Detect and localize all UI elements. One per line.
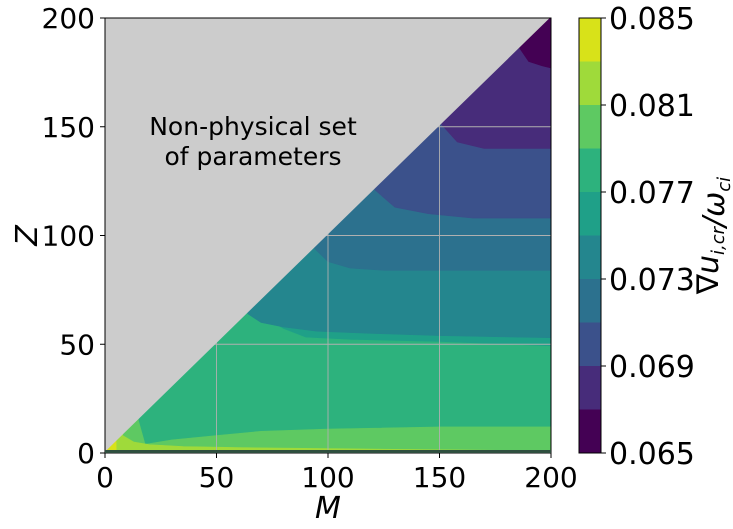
- colorbar-band-0: [579, 409, 601, 453]
- colorbar-band-6: [579, 148, 601, 192]
- colorbar-title-text: ∇ui,cr/ωci: [691, 177, 733, 295]
- x-tick-label-0: 0: [96, 461, 114, 494]
- colorbar-band-5: [579, 192, 601, 236]
- colorbar-tick-label-0.065: 0.065: [609, 437, 695, 472]
- y-tick-label-100: 100: [42, 220, 95, 253]
- colorbar-band-1: [579, 366, 601, 410]
- y-axis: 0 50 100 150 200: [42, 2, 105, 470]
- colorbar-band-9: [579, 18, 601, 62]
- y-tick-label-50: 50: [59, 328, 95, 361]
- x-tick-label-100: 100: [301, 461, 354, 494]
- colorbar-title: ∇ui,cr/ωci: [691, 177, 733, 295]
- y-tick-label-200: 200: [42, 2, 95, 35]
- x-axis: 0 50 100 150 200: [96, 453, 578, 494]
- annotation-background: [138, 108, 368, 180]
- colorbar-tick-label-0.077: 0.077: [609, 176, 695, 211]
- colorbar-tick-label-0.085: 0.085: [609, 2, 695, 37]
- x-tick-label-50: 50: [199, 461, 235, 494]
- x-tick-label-200: 200: [524, 461, 577, 494]
- y-axis-title: Z: [10, 224, 45, 247]
- y-tick-label-0: 0: [77, 437, 95, 470]
- annotation: Non-physical set of parameters: [138, 108, 368, 180]
- colorbar-title-label: ∇ui,cr/ωci: [691, 177, 733, 295]
- colorbar-tick-label-0.081: 0.081: [609, 89, 695, 124]
- colorbar-tick-label-0.069: 0.069: [609, 350, 695, 385]
- colorbar-band-2: [579, 322, 601, 366]
- colorbar-band-4: [579, 235, 601, 279]
- colorbar-tick-label-0.073: 0.073: [609, 263, 695, 298]
- annotation-line-1: Non-physical set: [149, 112, 357, 141]
- colorbar: 0.065 0.069 0.073 0.077 0.081 0.085: [578, 2, 695, 472]
- y-tick-label-150: 150: [42, 111, 95, 144]
- colorbar-frame: [578, 17, 602, 454]
- colorbar-band-7: [579, 105, 601, 149]
- x-tick-label-150: 150: [413, 461, 466, 494]
- colorbar-band-3: [579, 279, 601, 323]
- colorbar-band-8: [579, 61, 601, 105]
- x-axis-title: M: [315, 491, 341, 526]
- annotation-line-2: of parameters: [164, 142, 341, 171]
